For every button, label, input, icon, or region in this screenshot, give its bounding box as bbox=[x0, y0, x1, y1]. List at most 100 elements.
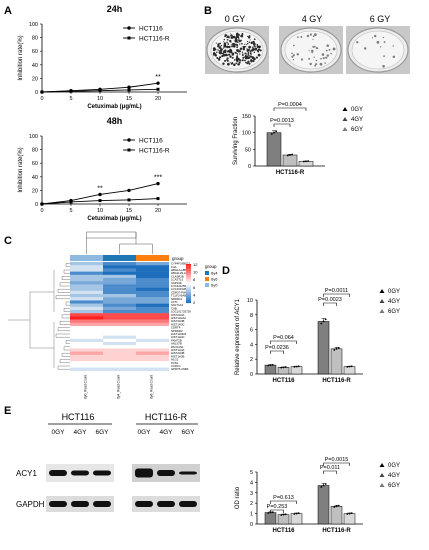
colorscale-segment bbox=[186, 295, 191, 297]
colony bbox=[233, 59, 236, 61]
colony bbox=[257, 50, 259, 52]
heatmap-cell bbox=[136, 364, 169, 368]
colony bbox=[232, 42, 236, 46]
a48-ylabel: Inhibition rate(%) bbox=[18, 147, 24, 192]
colony bbox=[296, 53, 299, 56]
heatmap-cell bbox=[103, 265, 136, 269]
colorscale-tick: 12 bbox=[193, 262, 198, 267]
heatmap-gene-label: USP24K bbox=[171, 281, 182, 285]
heatmap-gene-label: C4A bbox=[171, 265, 177, 269]
heatmap-cell bbox=[136, 297, 169, 301]
colony bbox=[392, 55, 396, 59]
colony bbox=[242, 53, 244, 55]
e-bar bbox=[343, 513, 356, 525]
a24-point bbox=[69, 89, 73, 93]
colony bbox=[292, 54, 295, 57]
heatmap-cell bbox=[136, 354, 169, 359]
colony bbox=[231, 56, 234, 59]
colony bbox=[217, 49, 219, 51]
heatmap-cell bbox=[70, 335, 103, 339]
colony bbox=[212, 51, 216, 55]
blot-row-acy1: ACY1 bbox=[16, 469, 37, 478]
heatmap-cell bbox=[70, 342, 103, 346]
colony bbox=[297, 36, 299, 38]
colony bbox=[309, 33, 312, 36]
colorscale-segment bbox=[186, 297, 191, 300]
colorscale-segment bbox=[186, 290, 191, 292]
colony bbox=[309, 62, 312, 66]
colony bbox=[237, 39, 239, 41]
colony bbox=[247, 60, 250, 63]
colony bbox=[256, 45, 260, 49]
colony bbox=[313, 45, 316, 48]
a24-title: 24h bbox=[107, 4, 123, 14]
e-legend-item: 0GY bbox=[388, 463, 400, 469]
colony bbox=[251, 46, 254, 48]
blot-band-acy1 bbox=[93, 470, 111, 476]
heatmap-cell bbox=[103, 358, 136, 362]
heatmap-cell bbox=[103, 287, 136, 291]
colony bbox=[256, 57, 258, 59]
heatmap-cell bbox=[136, 348, 169, 352]
colorscale-tick: 4 bbox=[193, 292, 196, 297]
dose-label-4gy: 4 GY bbox=[302, 14, 323, 24]
heatmap-gene-label: HIST1H4D3 bbox=[171, 332, 187, 336]
dose-label-0gy: 0 GY bbox=[225, 14, 246, 24]
heatmap-cell bbox=[103, 262, 136, 266]
heatmap-gene-label: HIST1H2A2 bbox=[171, 316, 186, 320]
heatmap-gene-label: ANLS7B bbox=[171, 342, 182, 346]
colony bbox=[226, 59, 228, 61]
colorscale-segment bbox=[186, 293, 191, 296]
colony bbox=[319, 62, 323, 66]
blot-band-gapdh bbox=[157, 501, 175, 507]
colony bbox=[223, 50, 225, 52]
e-pvalue: P=0.0015 bbox=[325, 457, 349, 463]
colorscale-segment bbox=[186, 279, 191, 281]
d-legend-item: 0GY bbox=[388, 289, 400, 295]
heatmap-cell bbox=[103, 351, 136, 355]
colony bbox=[247, 35, 249, 37]
e-bar bbox=[317, 485, 330, 525]
heatmap-cell bbox=[103, 316, 136, 320]
a24-xtick: 5 bbox=[69, 96, 72, 102]
colony bbox=[257, 48, 261, 51]
colony bbox=[218, 50, 220, 52]
heatmap-cell bbox=[70, 310, 103, 314]
colony bbox=[308, 50, 310, 52]
blot-group-hct116: HCT116 bbox=[62, 412, 95, 422]
colorscale-segment bbox=[186, 267, 191, 270]
colony bbox=[226, 57, 229, 60]
colony bbox=[291, 52, 293, 55]
heatmap-cell bbox=[103, 313, 136, 317]
a24-legend-item: HCT116 bbox=[139, 26, 163, 33]
a24-xtick: 0 bbox=[40, 96, 43, 102]
a24-ylabel: Inhibition rate(%) bbox=[18, 35, 24, 80]
heatmap-gene-label: CAB bbox=[171, 306, 177, 310]
colony bbox=[233, 45, 236, 48]
colony bbox=[236, 55, 238, 58]
colony bbox=[224, 34, 228, 37]
colony bbox=[252, 42, 256, 46]
colorscale-segment bbox=[186, 271, 191, 274]
heatmap-gene-label: FAM72B bbox=[171, 338, 182, 342]
a24-ytick: 0 bbox=[35, 90, 38, 96]
d-ytick: 2 bbox=[250, 357, 253, 363]
colony bbox=[322, 57, 325, 60]
colony bbox=[371, 37, 374, 39]
line-chart-48h: 48h 0 20 40 60 80 100 0 5 10 15 20 Cetuximab (μg/mL)… bbox=[18, 116, 187, 222]
heatmap-gene-label: NRDR11 bbox=[171, 297, 182, 301]
colony bbox=[255, 49, 257, 51]
heatmap-cell bbox=[136, 303, 169, 307]
colony bbox=[236, 46, 238, 49]
colony bbox=[312, 45, 315, 48]
a48-ytick: 0 bbox=[35, 202, 38, 208]
colony bbox=[332, 47, 336, 51]
bar-chart-acy1-expression: 0 2 4 6 8 10 Relative expression of ACY1 HCT116… bbox=[235, 288, 400, 384]
colony bbox=[300, 35, 303, 38]
e-category: HCT116 bbox=[272, 528, 295, 534]
blot-band-gapdh bbox=[135, 501, 153, 507]
heatmap-cell bbox=[103, 326, 136, 330]
colony bbox=[312, 38, 314, 40]
b-pvalue: P=0.0013 bbox=[270, 118, 294, 124]
